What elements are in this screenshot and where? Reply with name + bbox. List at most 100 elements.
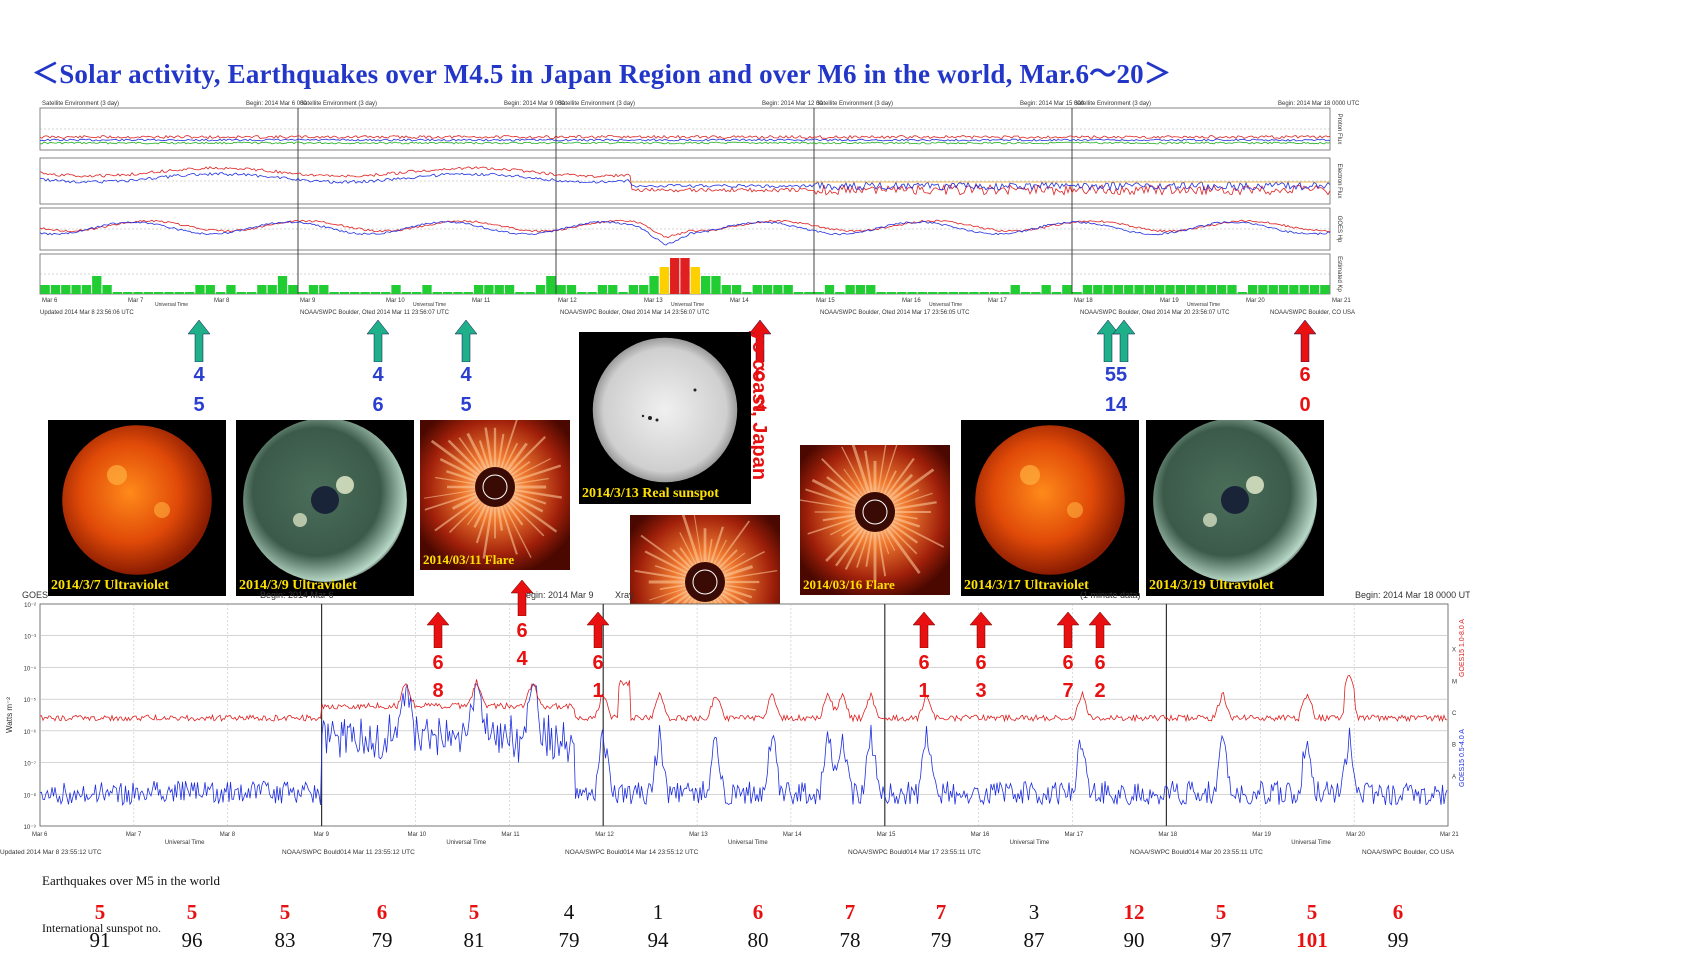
- kp-bar: [1320, 285, 1330, 294]
- kp-bar: [40, 285, 50, 294]
- kp-bar: [566, 285, 577, 294]
- kp-bar: [670, 258, 680, 294]
- top-row-label: Proton Flux: [1336, 114, 1342, 145]
- top-header-right: Begin: 2014 Mar 9 000: [504, 101, 565, 107]
- sunspot-number: 99: [1387, 928, 1409, 952]
- top-x-tick: Mar 15: [816, 298, 835, 304]
- image-caption: 2014/3/7 Ultraviolet: [51, 578, 169, 593]
- kp-bar: [1000, 292, 1010, 294]
- kp-bar: [938, 292, 948, 294]
- xray-y-tick: 10⁻²: [24, 603, 36, 609]
- top-header-right: Begin: 2014 Mar 18 0000 UTC: [1278, 101, 1360, 107]
- kp-bar: [876, 292, 886, 294]
- up-arrow-icon: [1293, 319, 1317, 367]
- xray-y-tick: 10⁻⁸: [24, 792, 37, 799]
- kp-bar: [917, 292, 928, 294]
- xray-x-tick: Mar 9: [314, 832, 330, 838]
- top-header-left: Satellite Environment (3 day): [1074, 101, 1151, 107]
- kp-bar: [370, 292, 381, 294]
- kp-bar: [866, 285, 876, 294]
- xray-footer: NOAA/SWPC Bould014 Mar 20 23:55:11 UTC: [1130, 849, 1263, 856]
- xray-x-tick: Mar 11: [501, 832, 520, 838]
- xray-y-tick: 10⁻⁶: [24, 729, 37, 736]
- top-arrow-label-1: 4: [372, 364, 384, 386]
- xray-universal-time: Universal Time: [1010, 840, 1050, 846]
- sunspot-number: 90: [1123, 928, 1145, 952]
- kp-bar: [731, 285, 742, 294]
- kp-bar: [659, 267, 670, 294]
- xray-x-tick: Mar 15: [877, 832, 896, 838]
- earthquake-count: 6: [752, 900, 764, 924]
- flare-arrow-label-1: 6: [592, 652, 604, 674]
- kp-bar: [494, 285, 504, 294]
- up-arrow-icon: [426, 611, 450, 653]
- kp-bar: [793, 292, 804, 294]
- solar-image-sun-red: 2014/3/7 Ultraviolet: [48, 420, 226, 596]
- top-universal-time: Universal Time: [1187, 302, 1220, 308]
- flare-arrow-label-1: 6: [918, 652, 930, 674]
- top-row-label: Estimated Kp: [1336, 256, 1342, 292]
- kp-bar: [804, 292, 814, 294]
- earthquake-count: 6: [376, 900, 388, 924]
- xray-universal-time: Universal Time: [728, 840, 768, 846]
- xray-x-tick: Mar 13: [689, 832, 708, 838]
- kp-bar: [1031, 292, 1041, 294]
- xray-series-short: [39, 683, 1448, 807]
- kp-bar: [401, 292, 412, 294]
- kp-bar: [886, 292, 897, 294]
- kp-bar: [92, 276, 102, 294]
- top-x-tick: Mar 21: [1332, 298, 1351, 304]
- kp-bar: [50, 285, 61, 294]
- kp-bar: [752, 285, 762, 294]
- xray-x-tick: Mar 6: [32, 832, 48, 838]
- solar-image-sun-green: 2014/3/19 Ultraviolet: [1146, 420, 1324, 596]
- xray-header-mid: Begin: 2014 Mar 6: [260, 590, 334, 600]
- earthquake-count: 5: [1215, 900, 1227, 924]
- solar-image-sun-green: 2014/3/9 Ultraviolet: [236, 420, 414, 596]
- kp-bar: [288, 285, 298, 294]
- top-arrow-label-1: 6: [1299, 364, 1311, 386]
- kp-bar: [1144, 285, 1155, 294]
- kp-bar: [195, 285, 205, 294]
- xray-class-label: A: [1452, 774, 1456, 780]
- xray-legend-blue: GOES15 0.5-4.0 A: [1459, 729, 1466, 787]
- kp-bar: [277, 276, 288, 294]
- top-x-tick: Mar 17: [988, 298, 1007, 304]
- up-arrow-icon: [1056, 611, 1080, 653]
- kp-bar: [1082, 285, 1093, 294]
- top-header-right: Begin: 2014 Mar 15 000: [1020, 101, 1085, 107]
- xray-header-right: Begin: 2014 Mar 18 0000 UTC: [1355, 590, 1470, 600]
- top-arrow-label-2: 2: [754, 394, 766, 416]
- proton-flux-red: [39, 134, 1331, 140]
- kp-bar: [783, 285, 793, 294]
- sunspot-number: 94: [647, 928, 669, 952]
- flare-arrow-label-2: 8: [432, 680, 444, 702]
- kp-bar: [257, 285, 267, 294]
- top-header-left: Satellite Environment (3 day): [558, 101, 635, 107]
- top-x-tick: Mar 8: [214, 298, 230, 304]
- sunspot-number: 79: [371, 928, 393, 952]
- kp-bar: [164, 292, 174, 294]
- kp-bar: [711, 276, 721, 294]
- solar-image-sun-white: 2014/3/13 Real sunspot: [579, 332, 751, 504]
- kp-bar: [587, 292, 597, 294]
- kp-bar: [484, 285, 494, 294]
- kp-bar: [814, 292, 824, 294]
- top-arrow-label-2: 14: [1104, 394, 1128, 416]
- flare-arrow-label-2: 7: [1062, 680, 1074, 702]
- xray-x-tick: Mar 7: [126, 832, 142, 838]
- xray-x-tick: Mar 21: [1440, 832, 1459, 838]
- top-arrow-label-1: 6: [754, 364, 766, 386]
- kp-bar: [1196, 285, 1206, 294]
- image-caption: 2014/3/13 Real sunspot: [582, 486, 719, 501]
- earthquake-count: 3: [1028, 900, 1040, 924]
- kp-bar: [1268, 285, 1278, 294]
- kp-bar: [133, 292, 143, 294]
- flare-arrow-label-2: 1: [918, 680, 930, 702]
- top-universal-time: Universal Time: [671, 302, 704, 308]
- page-title: ＜Solar activity, Earthquakes over M4.5 i…: [32, 59, 1172, 89]
- xray-flux-panel: GOES Begin: 2014 Mar 6 Begin: 2014 Mar 9 Xr…: [0, 588, 1478, 868]
- kp-bar: [71, 285, 81, 294]
- xray-x-tick: Mar 10: [407, 832, 426, 838]
- kp-bar: [700, 276, 711, 294]
